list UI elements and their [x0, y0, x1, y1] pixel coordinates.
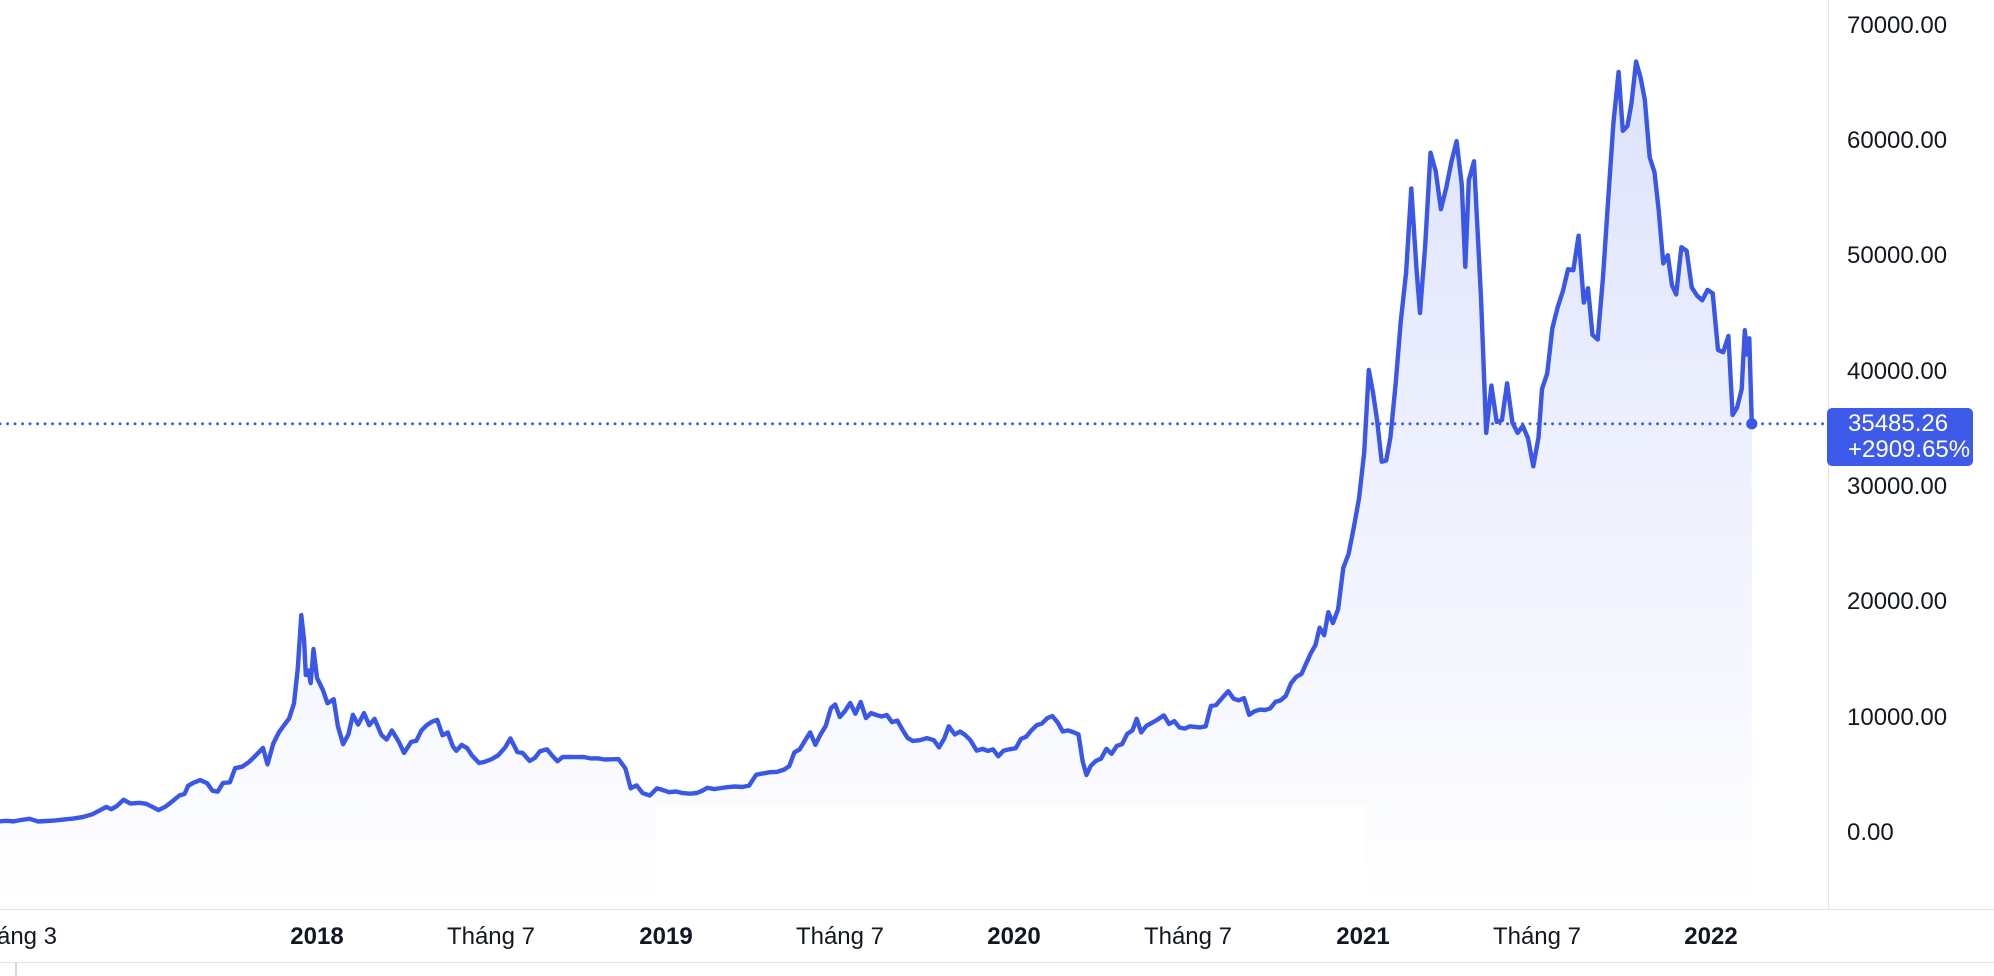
- x-axis-tick-label: 2021: [1336, 923, 1390, 950]
- y-axis-tick-label: 0.00: [1847, 819, 1894, 846]
- bottom-strip: [0, 963, 1994, 976]
- x-axis-tick-label: Tháng 7: [446, 923, 536, 950]
- x-axis-tick-label: 2019: [639, 923, 693, 950]
- area-fill: [0, 61, 1752, 909]
- price-label-value: 35485.26: [1848, 410, 1949, 437]
- y-axis-tick-label: 10000.00: [1847, 704, 1948, 731]
- axis-corner-divider: [15, 963, 17, 976]
- price-chart[interactable]: [0, 0, 1828, 909]
- x-axis-tick-label: áng 3: [0, 923, 58, 950]
- x-axis-tick-label: Tháng 7: [1492, 923, 1582, 950]
- y-axis-tick-label: 30000.00: [1847, 473, 1948, 500]
- x-axis-tick-label: Tháng 7: [1143, 923, 1233, 950]
- x-axis-tick-label: 2020: [987, 923, 1041, 950]
- y-axis-tick-label: 60000.00: [1847, 127, 1948, 154]
- time-scale[interactable]: áng 3 2018 Tháng 7 2019 Tháng 7 2020 Tháng 7 20…: [0, 909, 1994, 963]
- x-axis-tick-label: 2018: [290, 923, 344, 950]
- price-scale[interactable]: 70000.00 60000.00 50000.00 40000.00 30000.00…: [1827, 0, 1994, 963]
- y-axis-tick-label: 50000.00: [1847, 242, 1948, 269]
- y-axis-tick-label: 70000.00: [1847, 12, 1948, 39]
- price-label-change: +2909.65%: [1848, 436, 1971, 463]
- price-label: 35485.26 +2909.65%: [1827, 408, 1973, 466]
- x-axis-tick-label: 2022: [1684, 923, 1738, 950]
- fill-mask-rect: [655, 806, 1365, 909]
- x-axis-tick-label: Tháng 7: [795, 923, 885, 950]
- price-line-series: [0, 59, 1754, 824]
- y-axis-tick-label: 20000.00: [1847, 588, 1948, 615]
- last-price-marker: [1746, 418, 1758, 430]
- y-axis-tick-label: 40000.00: [1847, 358, 1948, 385]
